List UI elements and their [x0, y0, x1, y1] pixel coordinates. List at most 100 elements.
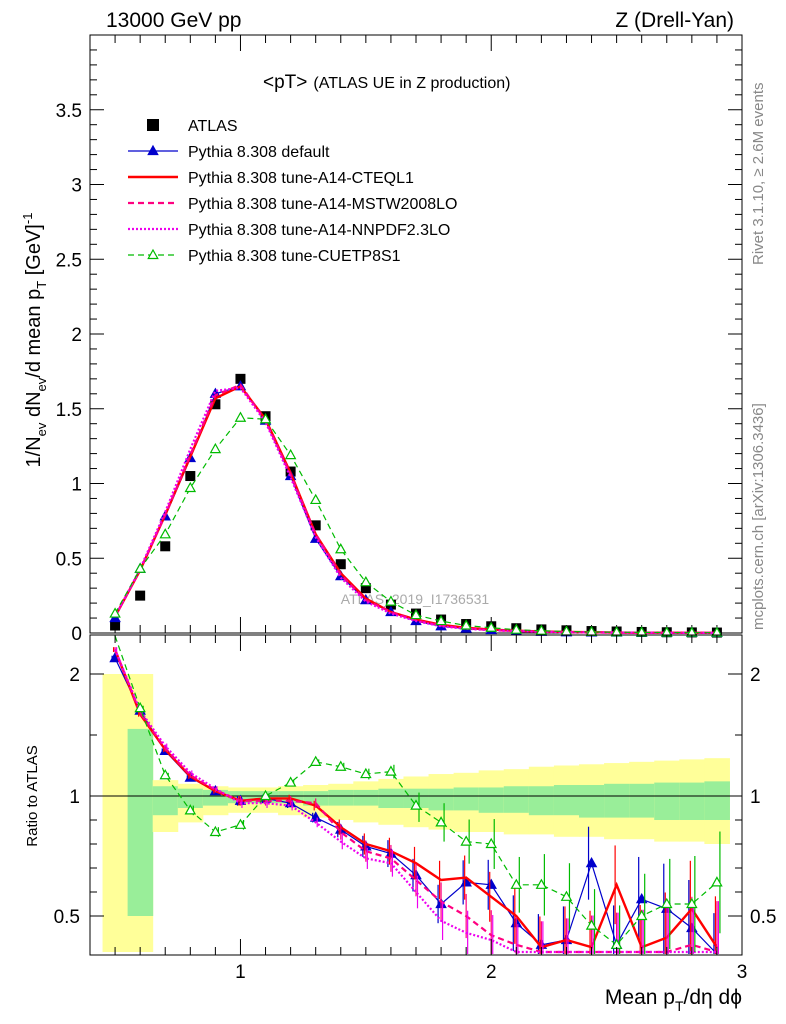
main-y-axis-label-text: 1/Nev dNev/d mean pT [GeV]-1	[20, 213, 49, 468]
ratio-marker	[711, 876, 723, 887]
series-marker	[309, 493, 322, 505]
atlas-data-point	[335, 559, 346, 570]
legend-label: ATLAS	[188, 118, 238, 135]
x-tick-label: 2	[486, 962, 497, 983]
outer-uncertainty-band	[102, 674, 129, 952]
main-series-pythia-8-308-tune-cuetp8s1	[109, 411, 723, 637]
inner-uncertainty-band	[704, 781, 730, 820]
ratio-marker	[535, 878, 548, 889]
ratio-marker	[410, 799, 422, 810]
header-right: Z (Drell-Yan)	[615, 9, 734, 32]
legend-marker	[147, 144, 159, 156]
inner-uncertainty-band	[503, 786, 530, 813]
x-axis-label-text: Mean pT/dη dϕ	[605, 986, 742, 1014]
main-y-axis-label: 1/Nev dNev/d mean pT [GeV]-1	[20, 213, 49, 468]
inner-uncertainty-band	[604, 783, 630, 818]
ratio-marker	[159, 769, 172, 780]
inner-uncertainty-band	[453, 787, 480, 811]
inner-uncertainty-band	[127, 728, 154, 916]
legend-entry: Pythia 8.308 tune-CUETP8S1	[128, 248, 401, 265]
legend-marker	[147, 248, 159, 260]
main-series-group	[109, 373, 723, 638]
series-marker	[535, 624, 548, 635]
ratio-marker	[560, 890, 573, 901]
x-axis-label: Mean pT/dη dϕ	[605, 986, 742, 1014]
inner-uncertainty-band	[177, 788, 204, 808]
ratio-marker	[635, 909, 648, 921]
series-line	[114, 386, 717, 634]
atlas-data-point	[135, 590, 146, 601]
mcplots-label: mcplots.cern.ch [arXiv:1306.3436]	[750, 403, 767, 630]
ratio-marker	[585, 919, 598, 930]
inner-uncertainty-band	[629, 783, 655, 818]
series-marker	[259, 412, 272, 424]
series-marker	[460, 619, 472, 630]
main-y-tick-label: 0.5	[56, 549, 82, 570]
series-marker	[435, 614, 447, 626]
inner-uncertainty-band	[152, 786, 179, 816]
legend-entry: Pythia 8.308 default	[128, 144, 330, 161]
inner-uncertainty-band	[528, 786, 555, 816]
ratio-marker	[686, 897, 698, 909]
series-marker	[109, 607, 121, 618]
series-marker	[385, 595, 397, 606]
atlas-data-point	[360, 583, 371, 594]
legend-entry: ATLAS	[147, 118, 238, 135]
inner-uncertainty-band	[353, 789, 379, 806]
series-marker	[184, 481, 197, 493]
atlas-data-point	[310, 520, 321, 531]
main-y-tick-label: 0	[71, 624, 82, 645]
main-plot-panel: 0 0.5 1 1.5 2 2.5 3 3.5 <pT> (ATLAS UE in Z prod…	[20, 34, 743, 645]
ratio-plot-panel: 0.5 0.5 1 1 2 2 1 2 3 Ratio to ATLAS Mean pT/dη …	[24, 634, 776, 1014]
ratio-marker	[209, 825, 222, 837]
ratio-marker	[460, 876, 472, 887]
header-left: 13000 GeV pp	[106, 9, 241, 32]
chart-subtitle: (ATLAS UE in Z production)	[313, 75, 510, 92]
legend-entry: Pythia 8.308 tune-A14-CTEQL1	[128, 170, 414, 187]
series-marker	[485, 621, 498, 632]
x-tick-label: 3	[737, 962, 748, 983]
series-marker	[360, 575, 372, 587]
ratio-marker	[284, 776, 297, 787]
ratio-marker	[259, 789, 272, 801]
ratio-y-tick-label: 2	[69, 665, 80, 686]
inner-uncertainty-band	[679, 782, 705, 820]
inner-uncertainty-band	[553, 785, 580, 816]
ratio-y-tick-label-right: 2	[750, 665, 761, 686]
ratio-y-tick-label: 0.5	[54, 907, 80, 928]
main-y-tick-label: 3.5	[56, 101, 82, 122]
inner-uncertainty-band	[654, 782, 680, 820]
main-y-tick-label: 1.5	[56, 400, 82, 421]
ratio-marker	[184, 804, 197, 815]
ratio-marker	[485, 878, 498, 889]
atlas-data-point	[210, 399, 221, 410]
main-series-pythia-8-308-tune-a14-nnpdf2-3lo	[114, 386, 717, 634]
x-tick-label: 1	[235, 962, 246, 983]
ratio-marker	[510, 878, 523, 889]
main-y-tick-label: 2.5	[56, 250, 82, 271]
main-y-tick-label: 2	[71, 325, 82, 346]
legend-label: Pythia 8.308 tune-A14-MSTW2008LO	[188, 196, 457, 213]
ratio-marker	[334, 760, 347, 771]
series-marker	[209, 442, 222, 454]
legend-marker	[147, 119, 159, 131]
main-y-tick-label: 3	[71, 176, 82, 197]
inner-uncertainty-band	[328, 789, 354, 806]
ratio-marker	[485, 837, 498, 849]
ratio-marker	[635, 892, 648, 904]
series-marker	[410, 608, 422, 620]
inner-uncertainty-band	[428, 788, 455, 811]
ratio-marker	[234, 818, 247, 829]
legend-label: Pythia 8.308 tune-A14-CTEQL1	[188, 170, 414, 187]
ratio-marker	[585, 856, 598, 868]
ratio-y-tick-label: 1	[69, 787, 80, 808]
main-y-tick-label: 1	[71, 475, 82, 496]
ratio-marker	[134, 701, 146, 713]
atlas-data-point	[110, 620, 121, 631]
ratio-y-tick-label-right: 1	[750, 787, 761, 808]
legend-label: Pythia 8.308 default	[188, 144, 330, 161]
analysis-watermark: ATLAS_2019_I1736531	[341, 591, 490, 607]
ratio-marker	[309, 755, 322, 766]
ratio-marker	[385, 765, 397, 776]
